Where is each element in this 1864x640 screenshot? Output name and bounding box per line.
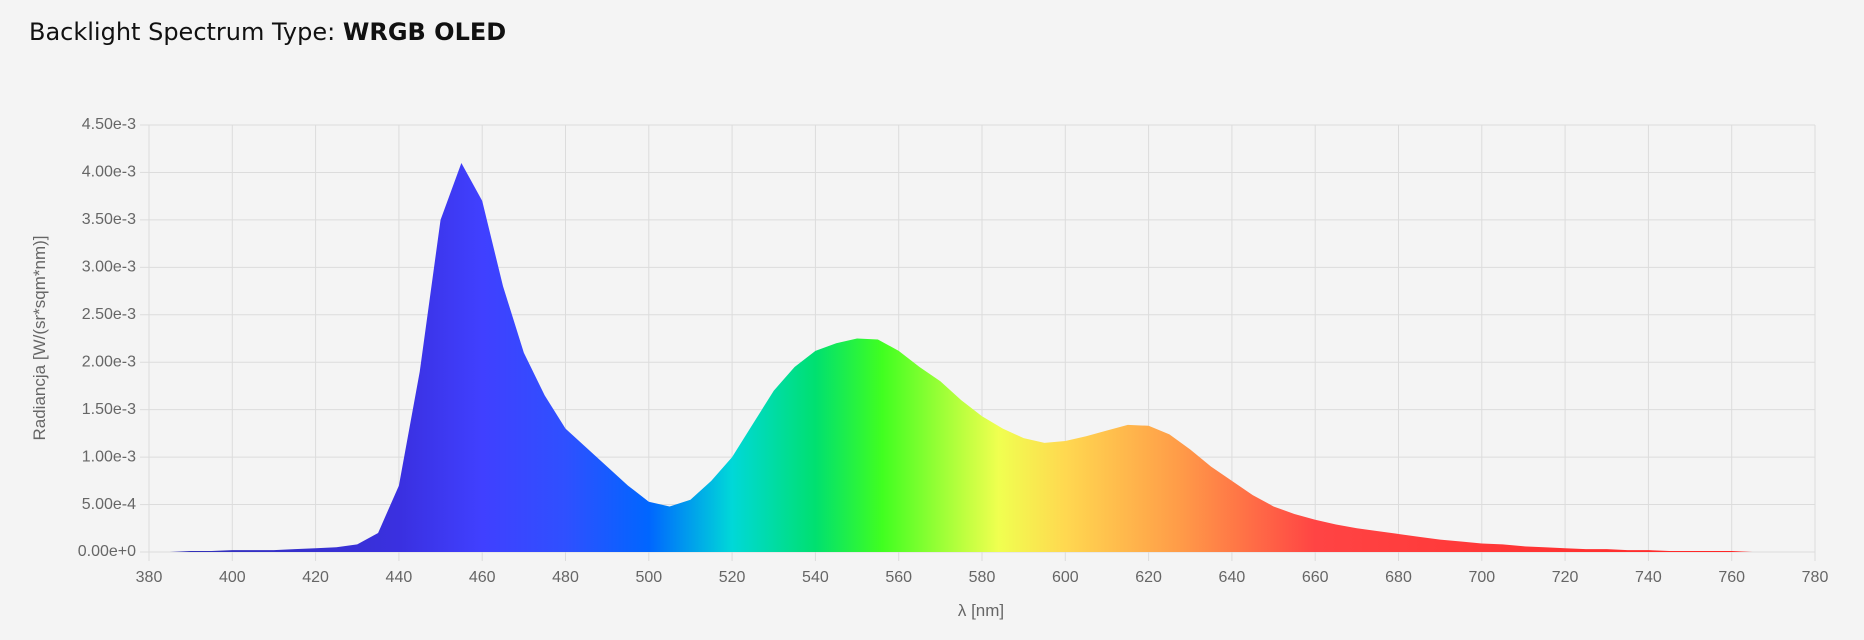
x-tick-label: 740 — [1635, 569, 1662, 586]
x-axis-title: λ [nm] — [958, 601, 1004, 620]
x-tick-label: 640 — [1219, 569, 1246, 586]
y-tick-label: 4.50e-3 — [82, 116, 136, 133]
x-tick-label: 500 — [635, 569, 662, 586]
y-tick-label: 2.00e-3 — [82, 353, 136, 370]
y-tick-label: 2.50e-3 — [82, 306, 136, 323]
y-tick-label: 4.00e-3 — [82, 164, 136, 181]
y-tick-label: 5.00e-4 — [82, 496, 136, 513]
x-tick-label: 620 — [1135, 569, 1162, 586]
y-tick-label: 1.50e-3 — [82, 401, 136, 418]
x-tick-label: 520 — [719, 569, 746, 586]
y-tick-label: 0.00e+0 — [78, 543, 136, 560]
x-tick-label: 560 — [885, 569, 912, 586]
y-tick-label: 1.00e-3 — [82, 448, 136, 465]
spectrum-area — [149, 162, 1815, 552]
x-tick-label: 780 — [1802, 569, 1829, 586]
x-tick-label: 700 — [1468, 569, 1495, 586]
x-tick-label: 760 — [1718, 569, 1745, 586]
x-tick-label: 660 — [1302, 569, 1329, 586]
x-tick-label: 680 — [1385, 569, 1412, 586]
x-tick-label: 540 — [802, 569, 829, 586]
x-tick-label: 720 — [1552, 569, 1579, 586]
x-tick-label: 480 — [552, 569, 579, 586]
header-label: Backlight Spectrum Type: — [29, 18, 335, 46]
x-tick-label: 380 — [136, 569, 163, 586]
x-tick-label: 400 — [219, 569, 246, 586]
header-value: WRGB OLED — [343, 18, 506, 46]
y-tick-label: 3.50e-3 — [82, 211, 136, 228]
y-axis-title: Radiancja [W/(sr*sqm*nm)] — [30, 236, 49, 441]
x-tick-label: 600 — [1052, 569, 1079, 586]
x-tick-label: 580 — [969, 569, 996, 586]
x-tick-label: 420 — [302, 569, 329, 586]
x-tick-label: 460 — [469, 569, 496, 586]
x-tick-label: 440 — [386, 569, 413, 586]
header: Backlight Spectrum Type: WRGB OLED — [29, 18, 506, 46]
y-tick-label: 3.00e-3 — [82, 259, 136, 276]
plot: 0.00e+0 5.00e-4 1.00e-3 1.50e-3 2.00e-3 2.50e… — [78, 116, 1829, 586]
